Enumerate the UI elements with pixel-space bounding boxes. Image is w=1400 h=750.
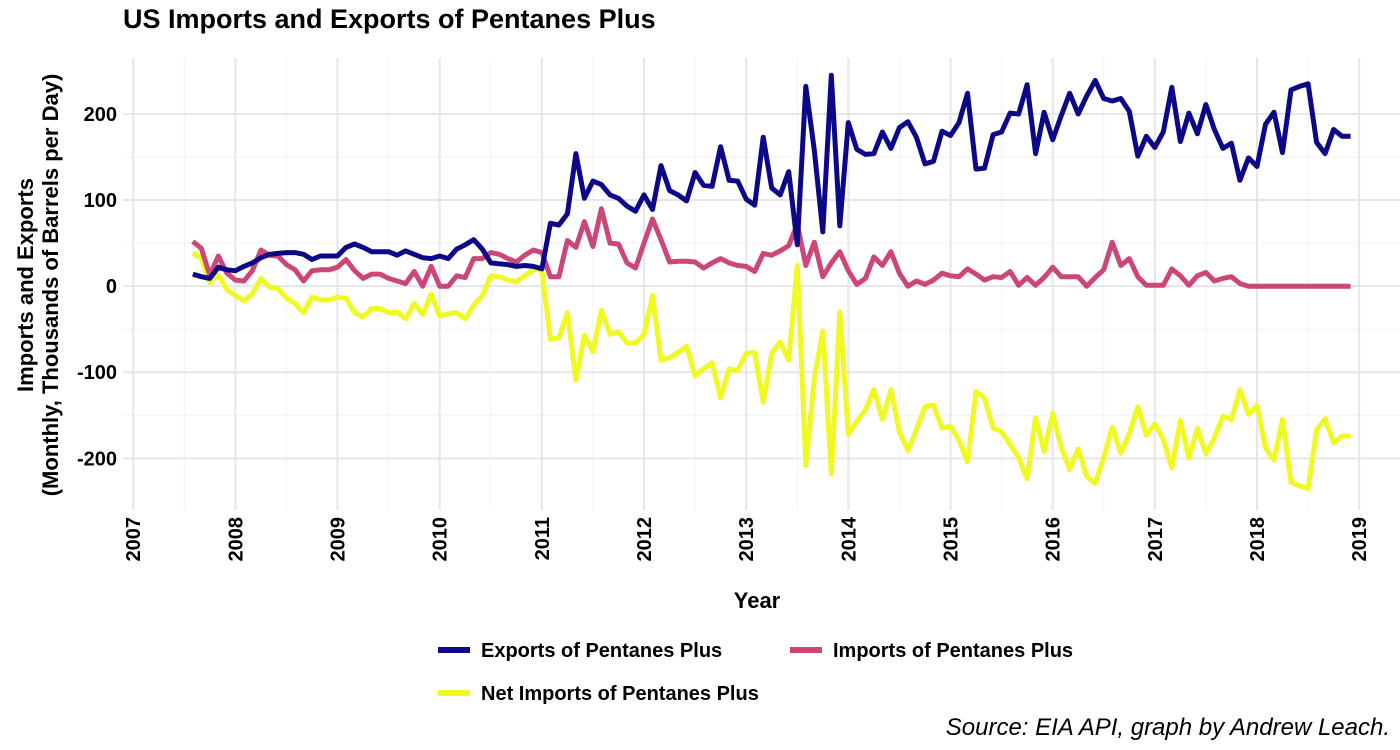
- legend-label-net-imports: Net Imports of Pentanes Plus: [481, 683, 759, 705]
- x-axis-label: Year: [734, 588, 781, 613]
- x-tick-label: 2013: [736, 517, 758, 562]
- series-lines: [191, 72, 1351, 491]
- y-axis-label-line1: Imports and Exports: [13, 178, 38, 392]
- y-axis-ticks: -200 -100 0 100 200: [77, 104, 117, 470]
- imports-series-line: [191, 206, 1351, 289]
- y-tick-label: 100: [84, 190, 117, 212]
- legend-label-imports: Imports of Pentanes Plus: [833, 640, 1073, 662]
- x-tick-label: 2019: [1349, 517, 1371, 562]
- major-gridlines: [123, 58, 1400, 510]
- x-tick-label: 2012: [634, 517, 656, 562]
- x-tick-label: 2014: [838, 516, 860, 561]
- x-tick-label: 2009: [328, 517, 350, 562]
- x-tick-label: 2007: [123, 517, 145, 562]
- legend-label-exports: Exports of Pentanes Plus: [481, 640, 722, 662]
- exports-series-line: [192, 72, 1351, 281]
- x-axis-ticks: 2007 2008 2009 2010 2011 2012 2013 2014 2015 2016…: [123, 516, 1371, 561]
- x-tick-label: 2010: [430, 517, 452, 562]
- x-tick-label: 2017: [1145, 517, 1167, 562]
- minor-gridlines: [123, 58, 1400, 510]
- x-tick-label: 2011: [532, 517, 554, 560]
- y-tick-label: 0: [106, 276, 117, 298]
- x-tick-label: 2008: [225, 517, 247, 562]
- net-imports-series-line: [191, 251, 1351, 491]
- source-note: Source: EIA API, graph by Andrew Leach.: [945, 714, 1390, 741]
- legend: Exports of Pentanes Plus Imports of Pent…: [438, 640, 1073, 705]
- x-tick-label: 2015: [940, 517, 962, 562]
- x-tick-label: 2016: [1043, 517, 1065, 562]
- x-tick-label: 2018: [1247, 517, 1269, 562]
- chart-title: US Imports and Exports of Pentanes Plus: [123, 4, 656, 34]
- y-tick-label: 200: [84, 104, 117, 126]
- y-tick-label: -200: [77, 448, 117, 470]
- y-axis-label-line2: (Monthly, Thousands of Barrels per Day): [38, 74, 63, 497]
- y-tick-label: -100: [77, 362, 117, 384]
